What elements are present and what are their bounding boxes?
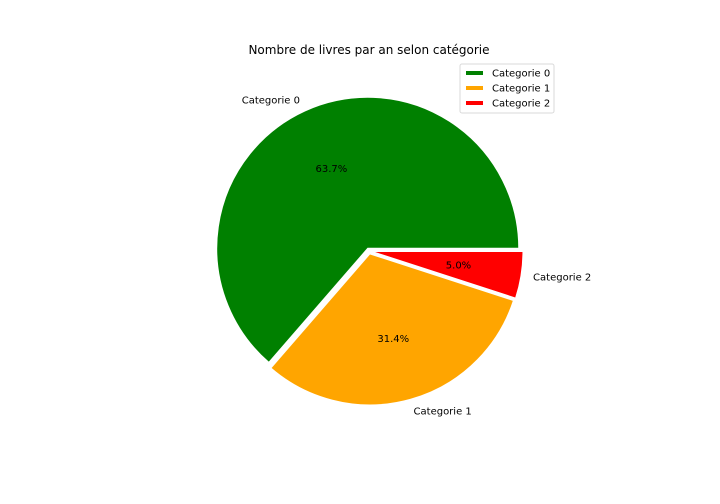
chart-title: Nombre de livres par an selon catégorie: [248, 43, 489, 57]
legend-swatch-1: [466, 86, 483, 90]
slice-percent-0: 63.7%: [315, 164, 347, 175]
pie-slices: [216, 96, 524, 406]
legend-label-0: Categorie 0: [492, 69, 550, 80]
legend-swatch-2: [466, 101, 483, 105]
pie-labels: Categorie 0 63.7% Categorie 1 31.4% Categori…: [242, 95, 592, 417]
legend-label-2: Categorie 2: [492, 99, 550, 110]
slice-label-2: Categorie 2: [533, 272, 591, 283]
legend-label-1: Categorie 1: [492, 84, 550, 95]
slice-label-0: Categorie 0: [242, 95, 300, 106]
slice-percent-2: 5.0%: [446, 261, 471, 272]
legend-frame: [459, 63, 555, 114]
slice-label-1: Categorie 1: [414, 407, 472, 418]
slice-percent-1: 31.4%: [377, 334, 409, 345]
pie-slice-2: [371, 250, 524, 299]
legend-swatch-0: [466, 71, 483, 75]
pie-slice-0: [216, 96, 520, 364]
pie-slice-1: [270, 253, 515, 406]
legend: Categorie 0 Categorie 1 Categorie 2: [459, 63, 555, 114]
